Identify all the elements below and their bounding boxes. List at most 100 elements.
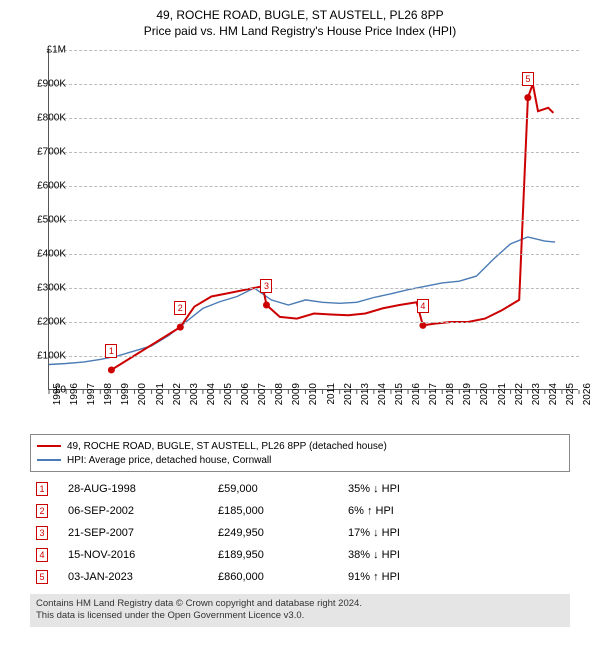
x-axis-label: 2020 [479, 383, 490, 413]
sale-marker-dot [524, 94, 531, 101]
x-axis-label: 2026 [582, 383, 593, 413]
y-axis-label: £200K [22, 317, 66, 328]
x-axis-label: 1996 [69, 383, 80, 413]
sale-price: £189,950 [218, 549, 348, 561]
x-axis-label: 2017 [428, 383, 439, 413]
y-axis-label: £300K [22, 283, 66, 294]
hpi-line [49, 237, 555, 365]
x-axis-label: 2023 [531, 383, 542, 413]
gridline [49, 356, 579, 357]
legend-row: 49, ROCHE ROAD, BUGLE, ST AUSTELL, PL26 … [37, 439, 563, 453]
x-axis-label: 2010 [308, 383, 319, 413]
x-axis-label: 2003 [189, 383, 200, 413]
sale-row: 2 06-SEP-2002£185,0006% ↑ HPI [30, 500, 570, 522]
x-axis-label: 2004 [206, 383, 217, 413]
footer-line2: This data is licensed under the Open Gov… [36, 610, 564, 622]
x-axis-label: 1998 [103, 383, 114, 413]
sale-marker-label: 2 [174, 301, 186, 315]
legend: 49, ROCHE ROAD, BUGLE, ST AUSTELL, PL26 … [30, 434, 570, 472]
x-axis-label: 2006 [240, 383, 251, 413]
sale-price: £59,000 [218, 483, 348, 495]
x-axis-label: 1995 [52, 383, 63, 413]
sale-row: 4 15-NOV-2016£189,95038% ↓ HPI [30, 544, 570, 566]
footer-line1: Contains HM Land Registry data © Crown c… [36, 598, 564, 610]
gridline [49, 118, 579, 119]
y-axis-label: £400K [22, 249, 66, 260]
sale-row: 3 21-SEP-2007£249,95017% ↓ HPI [30, 522, 570, 544]
x-axis-label: 1997 [86, 383, 97, 413]
x-axis-label: 2021 [497, 383, 508, 413]
sale-hpi-diff: 17% ↓ HPI [348, 527, 498, 539]
x-axis-label: 2000 [137, 383, 148, 413]
y-axis-label: £1M [22, 45, 66, 56]
sale-hpi-diff: 91% ↑ HPI [348, 571, 498, 583]
x-axis-label: 1999 [120, 383, 131, 413]
y-axis-label: £900K [22, 79, 66, 90]
x-axis-label: 2002 [172, 383, 183, 413]
gridline [49, 254, 579, 255]
sale-price: £185,000 [218, 505, 348, 517]
title-sub: Price paid vs. HM Land Registry's House … [0, 24, 600, 38]
y-axis-label: £600K [22, 181, 66, 192]
legend-swatch [37, 459, 61, 460]
sale-hpi-diff: 35% ↓ HPI [348, 483, 498, 495]
sale-marker-label: 4 [417, 299, 429, 313]
sale-date: 03-JAN-2023 [68, 571, 218, 583]
sale-date: 15-NOV-2016 [68, 549, 218, 561]
x-axis-label: 2025 [565, 383, 576, 413]
x-axis-label: 2012 [343, 383, 354, 413]
sale-date: 06-SEP-2002 [68, 505, 218, 517]
x-axis-label: 2008 [274, 383, 285, 413]
gridline [49, 186, 579, 187]
x-axis-label: 2024 [548, 383, 559, 413]
sale-date: 21-SEP-2007 [68, 527, 218, 539]
sale-marker-label: 3 [260, 279, 272, 293]
sale-number-badge: 4 [36, 548, 48, 562]
x-axis-label: 2011 [326, 383, 337, 413]
sale-date: 28-AUG-1998 [68, 483, 218, 495]
legend-label: HPI: Average price, detached house, Corn… [67, 455, 271, 466]
sale-number-badge: 3 [36, 526, 48, 540]
y-axis-label: £500K [22, 215, 66, 226]
footer-attribution: Contains HM Land Registry data © Crown c… [30, 594, 570, 627]
y-axis-label: £800K [22, 113, 66, 124]
sale-price: £860,000 [218, 571, 348, 583]
x-axis-label: 2009 [291, 383, 302, 413]
sale-marker-dot [177, 324, 184, 331]
sale-number-badge: 2 [36, 504, 48, 518]
gridline [49, 322, 579, 323]
x-axis-label: 2019 [462, 383, 473, 413]
x-axis-label: 2022 [514, 383, 525, 413]
sale-row: 1 28-AUG-1998£59,00035% ↓ HPI [30, 478, 570, 500]
sale-number-badge: 5 [36, 570, 48, 584]
sale-row: 5 03-JAN-2023£860,00091% ↑ HPI [30, 566, 570, 588]
sale-marker-dot [263, 302, 270, 309]
sale-marker-label: 1 [105, 344, 117, 358]
x-axis-label: 2014 [377, 383, 388, 413]
title-address: 49, ROCHE ROAD, BUGLE, ST AUSTELL, PL26 … [0, 8, 600, 22]
sale-marker-dot [108, 366, 115, 373]
gridline [49, 152, 579, 153]
x-axis-label: 2007 [257, 383, 268, 413]
sale-marker-label: 5 [522, 72, 534, 86]
sale-hpi-diff: 38% ↓ HPI [348, 549, 498, 561]
x-axis-label: 2013 [360, 383, 371, 413]
chart-plot-area: 1 2 3 4 5 [48, 50, 578, 390]
y-axis-label: £100K [22, 351, 66, 362]
legend-label: 49, ROCHE ROAD, BUGLE, ST AUSTELL, PL26 … [67, 441, 387, 452]
gridline [49, 288, 579, 289]
sale-hpi-diff: 6% ↑ HPI [348, 505, 498, 517]
sales-table: 1 28-AUG-1998£59,00035% ↓ HPI 2 06-SEP-2002… [30, 478, 570, 588]
legend-row: HPI: Average price, detached house, Corn… [37, 453, 563, 467]
x-axis-label: 2016 [411, 383, 422, 413]
x-axis-label: 2005 [223, 383, 234, 413]
gridline [49, 220, 579, 221]
gridline [49, 50, 579, 51]
sale-price: £249,950 [218, 527, 348, 539]
x-axis-label: 2018 [445, 383, 456, 413]
sale-number-badge: 1 [36, 482, 48, 496]
x-axis-label: 2015 [394, 383, 405, 413]
legend-swatch [37, 445, 61, 447]
y-axis-label: £700K [22, 147, 66, 158]
gridline [49, 84, 579, 85]
